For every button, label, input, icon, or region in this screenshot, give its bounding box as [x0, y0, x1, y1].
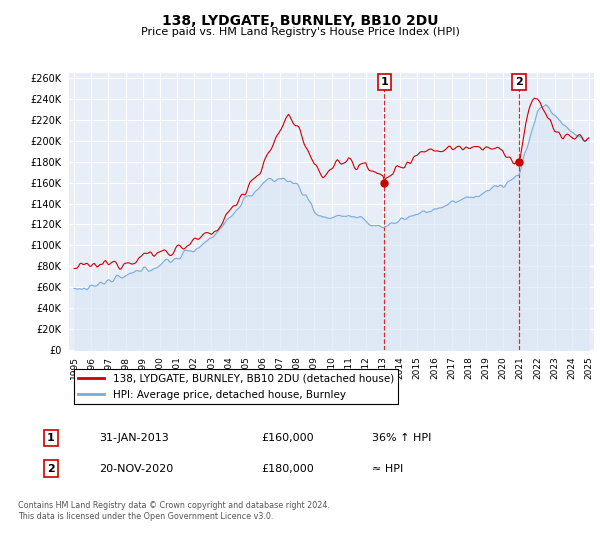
Text: £160,000: £160,000 [261, 433, 314, 443]
Text: 2: 2 [515, 77, 523, 87]
Text: 31-JAN-2013: 31-JAN-2013 [99, 433, 169, 443]
Text: 138, LYDGATE, BURNLEY, BB10 2DU: 138, LYDGATE, BURNLEY, BB10 2DU [162, 14, 438, 28]
Text: 1: 1 [47, 433, 55, 443]
Text: 2: 2 [47, 464, 55, 474]
Text: £180,000: £180,000 [261, 464, 314, 474]
Text: 20-NOV-2020: 20-NOV-2020 [99, 464, 173, 474]
Text: 36% ↑ HPI: 36% ↑ HPI [372, 433, 431, 443]
Text: Price paid vs. HM Land Registry's House Price Index (HPI): Price paid vs. HM Land Registry's House … [140, 27, 460, 37]
Legend: 138, LYDGATE, BURNLEY, BB10 2DU (detached house), HPI: Average price, detached h: 138, LYDGATE, BURNLEY, BB10 2DU (detache… [74, 369, 398, 404]
Text: ≈ HPI: ≈ HPI [372, 464, 403, 474]
Text: 1: 1 [380, 77, 388, 87]
Text: Contains HM Land Registry data © Crown copyright and database right 2024.
This d: Contains HM Land Registry data © Crown c… [18, 501, 330, 521]
